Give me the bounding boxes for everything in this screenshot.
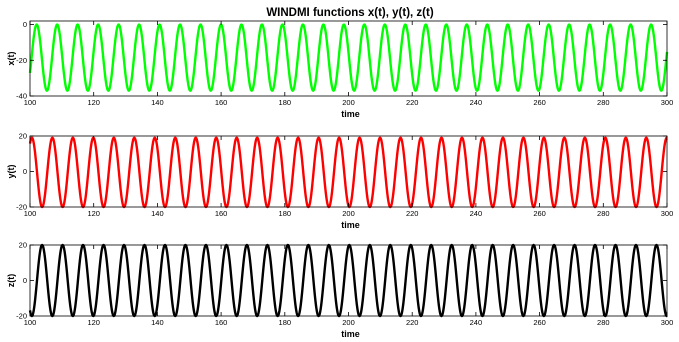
x-tick-label: 100 xyxy=(24,318,37,327)
y-tick-label: -20 xyxy=(16,56,27,65)
y-tick-label: -20 xyxy=(16,312,27,321)
y-axis-label: z(t) xyxy=(6,274,16,288)
x-tick-label: 100 xyxy=(24,209,37,218)
x-tick-label: 300 xyxy=(661,98,674,107)
x-tick-label: 200 xyxy=(342,318,355,327)
x-tick-label: 300 xyxy=(661,318,674,327)
x-tick-label: 220 xyxy=(406,318,419,327)
x-tick-label: 300 xyxy=(661,209,674,218)
x-tick-label: 240 xyxy=(470,209,483,218)
figure-title: WINDMI functions x(t), y(t), z(t) xyxy=(266,7,434,19)
subplot-2: 100 120 140 160 180 200 220 240 260 280 300 -20 0 20 t… xyxy=(6,132,673,230)
y-axis-label: y(t) xyxy=(6,165,16,179)
x-tick-label: 240 xyxy=(470,318,483,327)
x-tick-label: 160 xyxy=(215,318,228,327)
subplots-group: 100 120 140 160 180 200 220 240 260 280 300-40-200… xyxy=(6,20,673,339)
y-tick-label: -40 xyxy=(16,92,27,101)
subplot-1: 100 120 140 160 180 200 220 240 260 280 300 -40 -20 0… xyxy=(6,20,673,119)
x-tick-label: 120 xyxy=(87,209,100,218)
x-tick-label: 160 xyxy=(215,209,228,218)
x-tick-label: 280 xyxy=(597,98,610,107)
x-tick-label: 280 xyxy=(597,209,610,218)
x-tick-label: 200 xyxy=(342,98,355,107)
x-tick-label: 180 xyxy=(279,209,292,218)
x-tick-label: 260 xyxy=(533,318,546,327)
y-tick-label: 20 xyxy=(19,241,27,250)
x-tick-label: 280 xyxy=(597,318,610,327)
x-tick-label: 220 xyxy=(406,209,419,218)
series-line-2-1 xyxy=(28,136,669,209)
series-line-3-1 xyxy=(28,243,669,318)
x-tick-label: 200 xyxy=(342,209,355,218)
x-axis-label: time xyxy=(341,109,360,119)
x-tick-label: 140 xyxy=(151,318,164,327)
y-tick-label: -20 xyxy=(16,203,27,212)
x-tick-label: 180 xyxy=(279,318,292,327)
y-tick-label: 20 xyxy=(19,132,27,141)
series-line-1-1 xyxy=(28,23,669,92)
y-axis-label: x(t) xyxy=(6,52,16,66)
x-axis-label: time xyxy=(341,220,360,230)
x-tick-label: 220 xyxy=(406,98,419,107)
x-tick-label: 140 xyxy=(151,98,164,107)
x-tick-label: 120 xyxy=(87,98,100,107)
subplot-3: 100 120 140 160 180 200 220 240 260 280 300 -20 0 20 t… xyxy=(6,241,673,339)
x-tick-label: 240 xyxy=(470,98,483,107)
x-tick-label: 160 xyxy=(215,98,228,107)
x-axis-label: time xyxy=(341,329,360,339)
x-tick-label: 120 xyxy=(87,318,100,327)
x-tick-label: 140 xyxy=(151,209,164,218)
y-tick-label: 0 xyxy=(23,276,27,285)
y-tick-label: 0 xyxy=(23,20,27,29)
x-tick-label: 180 xyxy=(279,98,292,107)
x-tick-label: 100 xyxy=(24,98,37,107)
y-tick-label: 0 xyxy=(23,167,27,176)
x-tick-label: 260 xyxy=(533,98,546,107)
x-tick-label: 260 xyxy=(533,209,546,218)
